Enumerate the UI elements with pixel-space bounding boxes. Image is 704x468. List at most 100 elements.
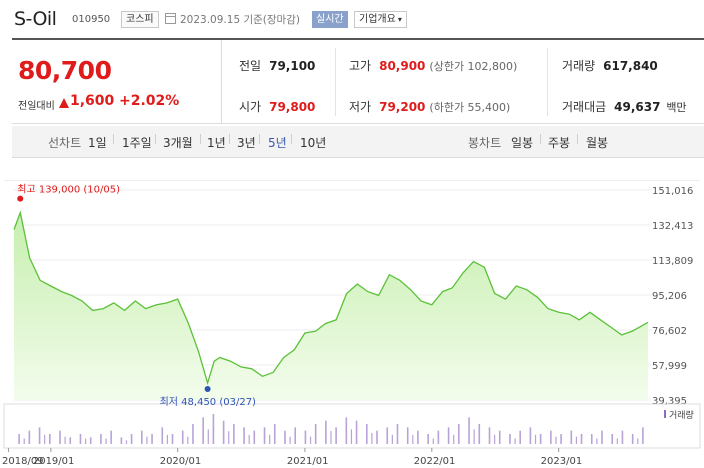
volume-bar bbox=[100, 434, 102, 444]
volume-bar bbox=[412, 434, 414, 444]
volume-bar bbox=[437, 430, 440, 444]
period-10y[interactable]: 10년 bbox=[300, 136, 327, 150]
volume-bar bbox=[171, 434, 174, 444]
volume-bar bbox=[125, 440, 128, 444]
volume-bar bbox=[38, 427, 41, 444]
y-tick-label: 113,809 bbox=[652, 256, 693, 267]
volume-bar bbox=[289, 436, 291, 444]
volume-bar bbox=[631, 434, 634, 444]
volume: 거래량 617,840 bbox=[562, 59, 658, 73]
volume-bar bbox=[130, 434, 133, 444]
volume-bar bbox=[560, 434, 562, 444]
volume-bar bbox=[611, 434, 614, 444]
candle-weekly[interactable]: 주봉 bbox=[548, 136, 571, 150]
volume-bar bbox=[233, 424, 235, 444]
volume-bar bbox=[350, 429, 353, 444]
volume-bar bbox=[120, 437, 123, 444]
y-tick-label: 151,016 bbox=[652, 186, 693, 197]
volume-bar bbox=[396, 424, 399, 444]
stock-header: S-Oil 010950 코스피 2023.09.15 기준(장마감) 실시간 … bbox=[0, 0, 704, 38]
volume-bar bbox=[304, 430, 307, 444]
volume-bar bbox=[28, 430, 31, 444]
volume-bar bbox=[64, 436, 66, 444]
volume-bar bbox=[550, 430, 552, 444]
volume-bar bbox=[294, 427, 297, 444]
volume-bar bbox=[263, 427, 266, 444]
volume-bar bbox=[509, 434, 511, 444]
candle-daily[interactable]: 일봉 bbox=[511, 136, 534, 150]
volume-bar bbox=[325, 420, 327, 444]
volume-bar bbox=[386, 427, 389, 444]
volume-bar bbox=[105, 438, 107, 444]
candle-chart-label: 봉차트 bbox=[468, 136, 502, 150]
volume-bar bbox=[376, 430, 378, 444]
volume-bar bbox=[23, 438, 25, 444]
volume-bar bbox=[166, 434, 168, 444]
volume-bar bbox=[187, 436, 189, 444]
x-tick-label: 2023/01 bbox=[541, 456, 583, 467]
low-price: 저가 79,200 (하한가 55,400) bbox=[349, 100, 511, 114]
stock-code: 010950 bbox=[72, 14, 111, 25]
volume-bar bbox=[365, 424, 368, 444]
up-arrow-icon bbox=[59, 98, 69, 108]
volume-bar bbox=[228, 431, 230, 444]
volume-bar bbox=[212, 414, 215, 444]
volume-bar bbox=[453, 434, 455, 444]
volume-bar bbox=[570, 430, 573, 444]
volume-bar bbox=[48, 434, 51, 444]
volume-bar bbox=[447, 427, 450, 444]
min-label: 최저 48,450 (03/27) bbox=[160, 396, 256, 408]
y-tick-label: 76,602 bbox=[652, 326, 687, 337]
volume-bar bbox=[539, 434, 542, 444]
volume-bar bbox=[529, 427, 532, 444]
period-3y[interactable]: 3년 bbox=[237, 136, 256, 150]
x-tick-label: 2022/01 bbox=[414, 456, 456, 467]
volume-bar bbox=[534, 434, 537, 444]
period-1y[interactable]: 1년 bbox=[207, 136, 226, 150]
market-badge: 코스피 bbox=[121, 11, 159, 28]
volume-bar bbox=[596, 438, 598, 444]
volume-bar bbox=[273, 424, 276, 444]
open-price: 시가 79,800 bbox=[239, 100, 316, 114]
volume-bar bbox=[478, 424, 481, 444]
volume-bar bbox=[637, 438, 639, 444]
candle-monthly[interactable]: 월봉 bbox=[586, 136, 609, 150]
volume-bar bbox=[417, 430, 419, 444]
realtime-button[interactable]: 실시간 bbox=[312, 11, 348, 28]
volume-bar bbox=[488, 427, 491, 444]
x-tick-label: 2020/01 bbox=[160, 456, 202, 467]
period-1d[interactable]: 1일 bbox=[88, 136, 107, 150]
volume-bar bbox=[146, 436, 148, 444]
volume-bar bbox=[284, 430, 286, 444]
volume-bar bbox=[498, 430, 501, 444]
volume-bar bbox=[314, 424, 317, 444]
x-tick-label: 2018/09 bbox=[2, 456, 44, 467]
period-1w[interactable]: 1주일 bbox=[122, 136, 152, 150]
volume-bar bbox=[580, 434, 583, 444]
volume-bar bbox=[269, 434, 271, 444]
period-5y[interactable]: 5년 bbox=[268, 136, 287, 150]
volume-bar bbox=[601, 430, 603, 444]
volume-bar bbox=[642, 427, 644, 444]
volume-bar bbox=[222, 420, 225, 444]
volume-bar bbox=[555, 436, 557, 444]
price-chart: 151,016 132,413 113,809 95,206 76,602 57,999 3… bbox=[0, 180, 704, 468]
prev-close: 전일 79,100 bbox=[239, 59, 316, 73]
volume-bar bbox=[248, 434, 250, 444]
change-value: 1,600 bbox=[70, 93, 115, 109]
volume-bar bbox=[468, 417, 470, 444]
max-label: 최고 139,000 (10/05) bbox=[17, 184, 120, 196]
quote-panel: 80,700 전일대비 1,600 +2.02% 전일 79,100 고가 80,9… bbox=[12, 38, 704, 124]
period-3m[interactable]: 3개월 bbox=[163, 136, 193, 150]
volume-bar bbox=[309, 436, 312, 444]
y-tick-label: 132,413 bbox=[652, 221, 693, 232]
volume-bar bbox=[406, 427, 409, 444]
line-chart-label: 선차트 bbox=[48, 136, 82, 150]
volume-bar bbox=[253, 430, 256, 444]
corp-info-dropdown[interactable]: 기업개요 ▾ bbox=[354, 11, 407, 28]
volume-bar bbox=[575, 436, 578, 444]
volume-bar bbox=[151, 434, 153, 444]
volume-bar bbox=[84, 438, 87, 444]
stock-name: S-Oil bbox=[14, 8, 57, 30]
volume-bar bbox=[616, 438, 618, 444]
